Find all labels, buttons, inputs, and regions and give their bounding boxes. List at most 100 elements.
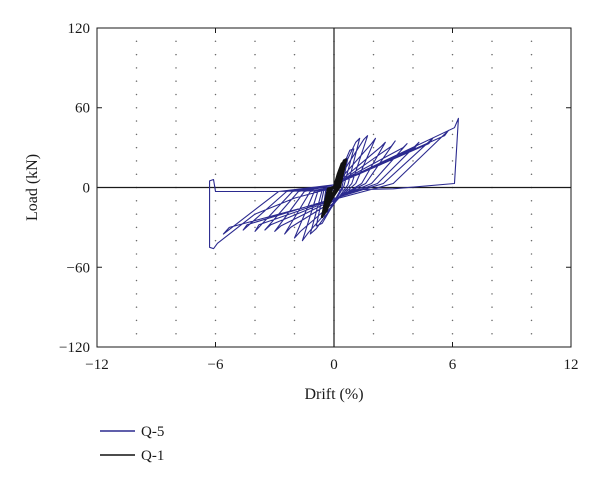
grid-dot <box>254 107 256 109</box>
grid-dot <box>412 279 414 282</box>
grid-dot <box>491 146 493 149</box>
grid-dot <box>135 226 138 229</box>
grid-dot <box>254 253 256 255</box>
grid-dot <box>214 173 217 175</box>
grid-dot <box>214 146 217 149</box>
grid-dot <box>491 253 493 255</box>
grid-dot <box>214 239 217 242</box>
grid-dot <box>135 306 138 308</box>
grid-dot <box>214 213 217 215</box>
grid-dot <box>293 53 296 56</box>
grid-dot <box>412 239 414 242</box>
grid-dot <box>372 133 375 136</box>
grid-dot <box>491 226 493 229</box>
grid-dot <box>135 239 138 242</box>
grid-dot <box>451 40 454 43</box>
grid-dot <box>293 93 296 96</box>
grid-dot <box>530 146 533 149</box>
grid-dot <box>372 173 375 175</box>
grid-dot <box>293 173 296 175</box>
grid-dot <box>135 213 138 215</box>
grid-dot <box>491 53 493 56</box>
grid-dot <box>412 213 414 215</box>
grid-dot <box>175 146 177 149</box>
grid-dot <box>135 200 138 202</box>
grid-dot <box>135 120 138 122</box>
grid-dot <box>135 279 138 282</box>
grid-dot <box>451 53 454 56</box>
grid-dot <box>135 40 138 43</box>
grid-dot <box>135 173 138 175</box>
grid-dot <box>214 200 217 202</box>
grid-dot <box>254 133 256 136</box>
grid-dot <box>254 80 256 82</box>
grid-dot <box>451 319 454 322</box>
grid-dot <box>293 67 296 69</box>
grid-dot <box>254 40 256 43</box>
grid-dot <box>293 279 296 282</box>
grid-dot <box>530 226 533 229</box>
grid-dot <box>372 266 375 268</box>
grid-dot <box>293 80 296 82</box>
grid-dot <box>412 319 414 322</box>
grid-dot <box>491 293 493 295</box>
grid-dot <box>175 80 177 82</box>
grid-dot <box>175 293 177 295</box>
grid-dot <box>372 293 375 295</box>
grid-dot <box>451 213 454 215</box>
grid-dot <box>530 173 533 175</box>
grid-dot <box>491 120 493 122</box>
grid-dot <box>214 53 217 56</box>
grid-dot <box>175 160 177 162</box>
grid-dot <box>451 67 454 69</box>
grid-dot <box>530 107 533 109</box>
grid-dot <box>293 226 296 229</box>
grid-dot <box>293 200 296 202</box>
grid-dot <box>451 253 454 255</box>
grid-dot <box>451 332 454 335</box>
grid-dot <box>293 133 296 136</box>
grid-dot <box>254 93 256 96</box>
series-layer <box>209 117 459 250</box>
grid-dot <box>175 319 177 322</box>
grid-dot <box>372 107 375 109</box>
grid-dot <box>491 266 493 268</box>
grid-dot <box>530 279 533 282</box>
grid-dot <box>175 173 177 175</box>
grid-dot <box>530 133 533 136</box>
grid-dot <box>372 67 375 69</box>
grid-dot <box>293 107 296 109</box>
y-tick-label: −120 <box>59 340 90 356</box>
grid-dot <box>412 160 414 162</box>
grid-dot <box>412 266 414 268</box>
grid-dot <box>293 306 296 308</box>
y-tick-label: 120 <box>68 21 91 37</box>
grid-dot <box>254 173 256 175</box>
grid-dot <box>175 266 177 268</box>
grid-dot <box>412 93 414 96</box>
x-tick-label: 6 <box>449 357 457 373</box>
grid-dot <box>491 107 493 109</box>
grid-dot <box>372 253 375 255</box>
grid-dot <box>372 93 375 96</box>
grid-dot <box>135 266 138 268</box>
grid-dot <box>254 239 256 242</box>
grid-dot <box>175 253 177 255</box>
y-axis-title: Load (kN) <box>24 154 41 221</box>
grid-dot <box>451 279 454 282</box>
grid-dot <box>530 306 533 308</box>
grid-dot <box>451 239 454 242</box>
grid-dot <box>451 306 454 308</box>
grid-dot <box>135 80 138 82</box>
grid-dot <box>293 253 296 255</box>
grid-dot <box>175 226 177 229</box>
grid-dot <box>214 133 217 136</box>
grid-dot <box>530 67 533 69</box>
grid-dot <box>451 226 454 229</box>
grid-dot <box>530 319 533 322</box>
grid-dot <box>372 200 375 202</box>
grid-dot <box>491 279 493 282</box>
grid-dot <box>451 200 454 202</box>
grid-dot <box>412 53 414 56</box>
grid-dot <box>372 120 375 122</box>
